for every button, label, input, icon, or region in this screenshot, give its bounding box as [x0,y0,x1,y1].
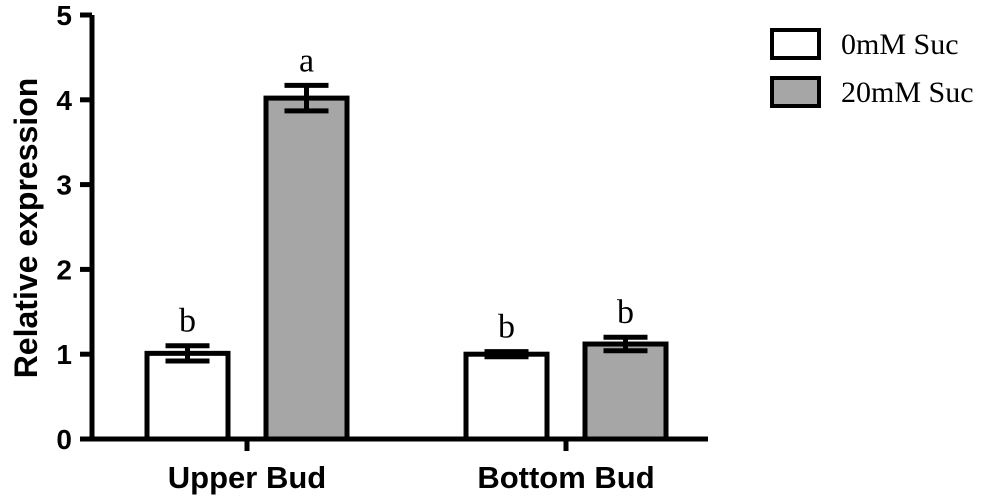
legend-label-1: 0mM Suc [841,28,959,61]
bar-2-2 [582,341,669,442]
y-axis-title: Relative expression [8,78,44,379]
x-tick-label-1: Upper Bud [168,460,326,495]
significance-labels-group: b b a b [179,42,634,345]
significance-label-2-1: a [299,42,314,79]
axes-group: 0 1 2 3 4 5 Upper Bud Bottom Bud [56,0,708,495]
y-tick-label-4: 4 [56,85,72,116]
y-tick-label-2: 2 [56,254,72,285]
legend-swatch-1 [770,28,821,60]
significance-label-1-1: b [179,303,196,340]
y-tick-label-0: 0 [56,424,72,455]
y-tick-label-5: 5 [56,0,72,31]
x-tick-label-2: Bottom Bud [477,460,654,495]
significance-label-2-2: b [617,294,634,331]
bar-1-2 [463,351,550,442]
y-tick-label-3: 3 [56,170,72,201]
significance-label-1-2: b [498,309,515,346]
y-tick-label-1: 1 [56,339,72,370]
bars-group [144,95,669,442]
legend: 0mM Suc 20mM Suc [770,28,974,109]
bar-1-1 [144,350,231,442]
legend-label-2: 20mM Suc [841,76,974,109]
error-bars-group [165,82,648,364]
bar-2-1 [263,95,350,442]
legend-swatch-2 [770,76,821,108]
